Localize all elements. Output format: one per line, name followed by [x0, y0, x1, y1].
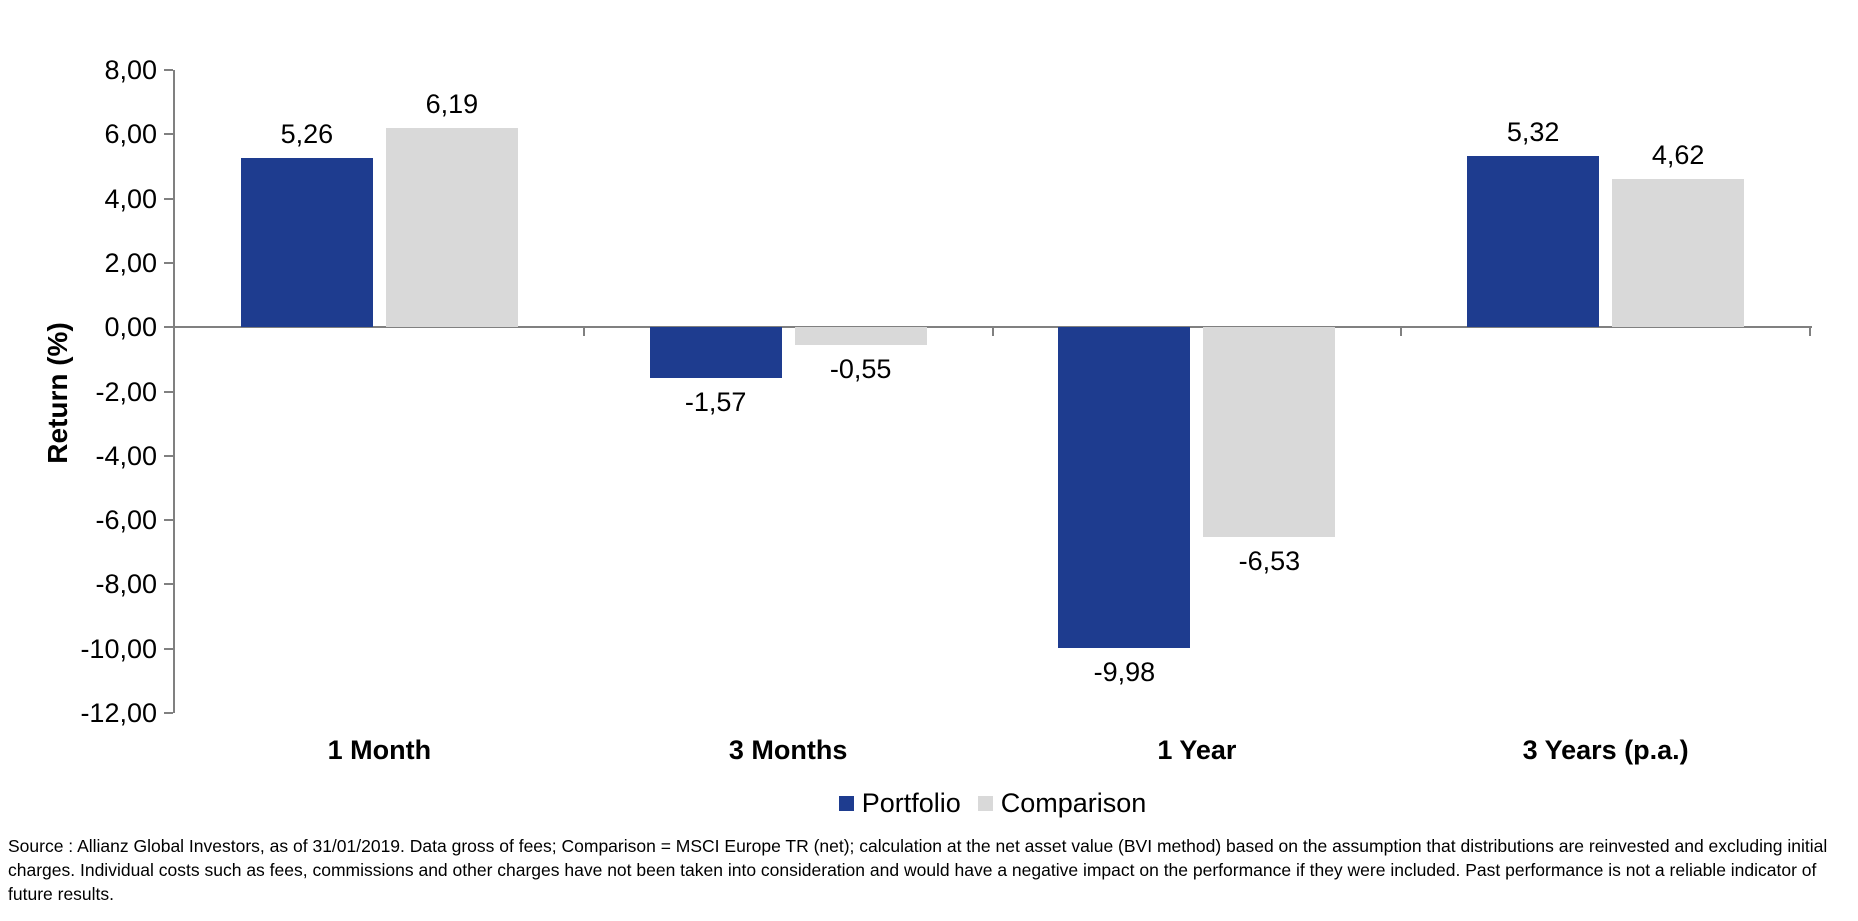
- portfolio-value-label: 5,32: [1506, 117, 1560, 148]
- y-axis-tick: [164, 326, 173, 329]
- y-tick-label: -12,00: [80, 698, 157, 728]
- y-tick-label: 6,00: [104, 119, 157, 150]
- y-axis-tick: [164, 133, 173, 136]
- chart-legend: Portfolio Comparison: [175, 788, 1810, 819]
- y-axis-tick: [164, 583, 173, 586]
- comparison-bar: [1612, 178, 1745, 328]
- legend-label-portfolio: Portfolio: [861, 788, 961, 818]
- portfolio-swatch-icon: [838, 796, 854, 811]
- y-axis-tick: [164, 454, 173, 457]
- comparison-value-label: -6,53: [1238, 546, 1301, 577]
- x-axis-tick: [582, 327, 585, 337]
- y-axis-tick: [164, 712, 173, 714]
- y-tick-label: -6,00: [95, 505, 157, 536]
- comparison-bar: [385, 128, 518, 328]
- comparison-bar: [794, 327, 927, 345]
- category-label: 1 Month: [327, 735, 432, 765]
- portfolio-bar: [240, 158, 373, 328]
- comparison-bar: [1203, 327, 1336, 538]
- y-tick-label: -2,00: [95, 376, 157, 407]
- y-tick-label: 4,00: [104, 183, 157, 214]
- x-axis-tick: [991, 327, 994, 337]
- y-tick-label: -8,00: [95, 569, 157, 600]
- y-axis-tick: [164, 69, 173, 71]
- category-label: 1 Year: [1157, 735, 1237, 765]
- y-tick-label: 2,00: [104, 247, 157, 278]
- y-axis-tick: [164, 261, 173, 264]
- portfolio-bar: [1058, 327, 1191, 649]
- x-axis-tick: [1400, 327, 1403, 337]
- legend-item-portfolio: Portfolio: [838, 788, 961, 819]
- portfolio-value-label: -9,98: [1093, 657, 1156, 688]
- y-axis-tick: [164, 390, 173, 393]
- comparison-swatch-icon: [977, 796, 993, 811]
- x-axis-line: [175, 326, 1812, 329]
- comparison-value-label: 6,19: [425, 89, 479, 120]
- portfolio-bar: [1467, 156, 1600, 328]
- x-axis-tick: [1809, 327, 1811, 337]
- source-footnote: Source : Allianz Global Investors, as of…: [8, 836, 1828, 904]
- legend-item-comparison: Comparison: [977, 788, 1147, 819]
- portfolio-bar: [649, 327, 782, 378]
- y-tick-label: 0,00: [104, 312, 157, 343]
- y-axis-tick: [164, 519, 173, 522]
- y-axis-line: [173, 70, 175, 713]
- category-label: 3 Years (p.a.): [1522, 735, 1689, 765]
- y-axis-tick: [164, 197, 173, 200]
- y-tick-label: -10,00: [80, 633, 157, 664]
- comparison-value-label: 4,62: [1651, 139, 1705, 170]
- portfolio-value-label: -1,57: [684, 386, 747, 417]
- legend-label-comparison: Comparison: [1000, 788, 1147, 818]
- y-axis-tick: [164, 647, 173, 650]
- category-label: 3 Months: [728, 735, 848, 765]
- comparison-value-label: -0,55: [829, 353, 892, 384]
- portfolio-value-label: 5,26: [280, 119, 334, 150]
- y-tick-label: 8,00: [104, 55, 157, 85]
- y-tick-label: -4,00: [95, 440, 157, 471]
